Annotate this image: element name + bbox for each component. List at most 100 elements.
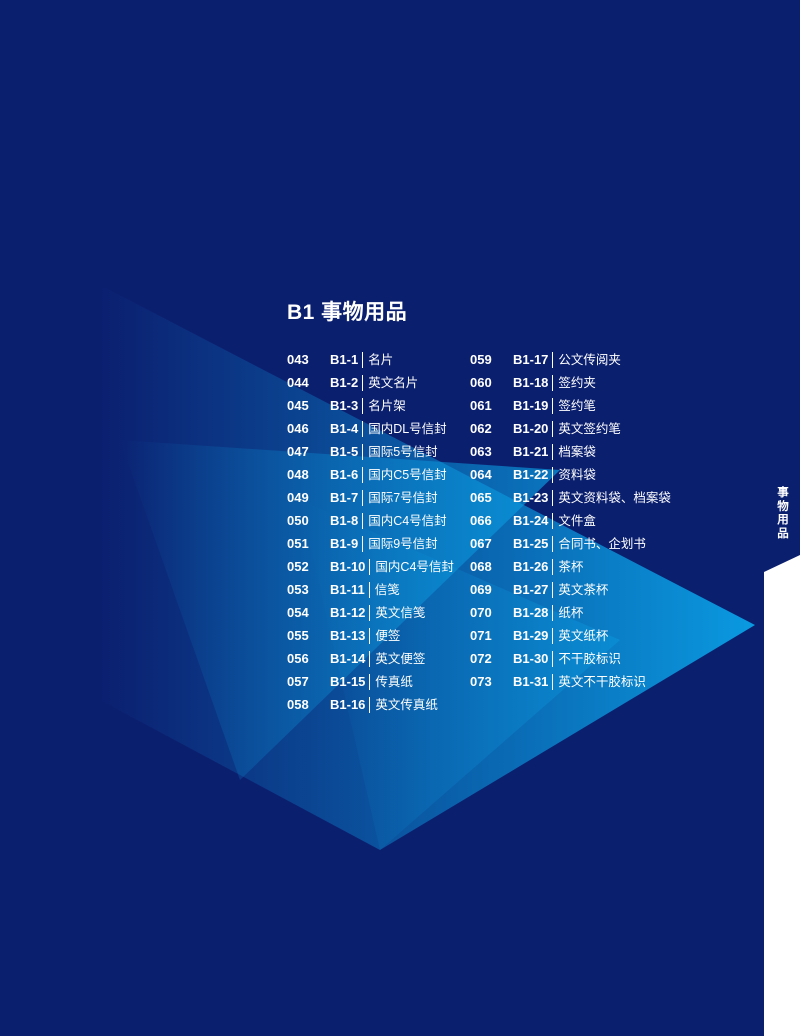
- toc-item[interactable]: 052 B1-10 国内C4号信封: [287, 555, 454, 578]
- page-number: 051: [287, 535, 309, 551]
- page-number: 055: [287, 627, 309, 643]
- item-code: B1-28: [513, 604, 549, 620]
- item-code: B1-18: [513, 374, 549, 390]
- toc-item[interactable]: 050 B1-8 国内C4号信封: [287, 509, 454, 532]
- page-number: 044: [287, 374, 309, 390]
- toc-item[interactable]: 049 B1-7 国际7号信封: [287, 486, 454, 509]
- item-code: B1-10: [330, 558, 366, 574]
- item-name: 茶杯: [558, 559, 584, 574]
- toc-item[interactable]: 053 B1-11 信笺: [287, 578, 454, 601]
- item-code: B1-4: [330, 420, 359, 436]
- item-name: 英文签约笔: [558, 421, 621, 436]
- divider: [552, 535, 554, 552]
- toc-item[interactable]: 051 B1-9 国际9号信封: [287, 532, 454, 555]
- toc-item[interactable]: 067 B1-25 合同书、企划书: [470, 532, 671, 555]
- section-title: B1 事物用品: [287, 301, 408, 324]
- divider: [552, 374, 554, 391]
- page-number: 043: [287, 351, 309, 367]
- toc-item[interactable]: 057 B1-15 传真纸: [287, 670, 454, 693]
- toc-item[interactable]: 061 B1-19 签约笔: [470, 394, 671, 417]
- divider: [552, 466, 554, 483]
- item-code: B1-9: [330, 535, 359, 551]
- page-number: 049: [287, 489, 309, 505]
- item-code: B1-24: [513, 512, 549, 528]
- item-code: B1-29: [513, 627, 549, 643]
- divider: [552, 489, 554, 506]
- item-name: 文件盒: [558, 513, 596, 528]
- toc-item[interactable]: 044 B1-2 英文名片: [287, 371, 454, 394]
- divider: [552, 650, 554, 667]
- divider: [552, 627, 554, 644]
- toc-item[interactable]: 046 B1-4 国内DL号信封: [287, 417, 454, 440]
- divider: [552, 558, 554, 575]
- item-code: B1-3: [330, 397, 359, 413]
- item-code: B1-19: [513, 397, 549, 413]
- item-name: 英文纸杯: [558, 628, 609, 643]
- item-code: B1-11: [330, 581, 365, 597]
- page-number: 046: [287, 420, 309, 436]
- item-name: 传真纸: [375, 674, 413, 689]
- toc-item[interactable]: 059 B1-17 公文传阅夹: [470, 348, 671, 371]
- item-name: 国际9号信封: [368, 536, 438, 551]
- item-code: B1-31: [513, 673, 549, 689]
- page-number: 062: [470, 420, 492, 436]
- toc-item[interactable]: 060 B1-18 签约夹: [470, 371, 671, 394]
- item-name: 国内DL号信封: [368, 421, 447, 436]
- page-number: 069: [470, 581, 492, 597]
- toc-item[interactable]: 058 B1-16 英文传真纸: [287, 693, 454, 716]
- item-name: 国际7号信封: [368, 490, 438, 505]
- toc-item[interactable]: 045 B1-3 名片架: [287, 394, 454, 417]
- item-name: 公文传阅夹: [558, 352, 621, 367]
- page-number: 058: [287, 696, 309, 712]
- divider: [369, 558, 371, 575]
- item-code: B1-12: [330, 604, 366, 620]
- toc-right-column: 059 B1-17 公文传阅夹 060 B1-18 签约夹 061 B1-19 签约笔 062 B1…: [470, 348, 671, 693]
- page-number: 072: [470, 650, 492, 666]
- toc-item[interactable]: 062 B1-20 英文签约笔: [470, 417, 671, 440]
- item-name: 不干胶标识: [558, 651, 621, 666]
- toc-item[interactable]: 056 B1-14 英文便签: [287, 647, 454, 670]
- page-number: 067: [470, 535, 492, 551]
- page-number: 056: [287, 650, 309, 666]
- divider: [552, 420, 554, 437]
- toc-item[interactable]: 068 B1-26 茶杯: [470, 555, 671, 578]
- toc-item[interactable]: 069 B1-27 英文茶杯: [470, 578, 671, 601]
- item-name: 档案袋: [558, 444, 596, 459]
- item-name: 英文信笺: [375, 605, 426, 620]
- toc-left-column: 043 B1-1 名片 044 B1-2 英文名片 045 B1-3 名片架 046 B1-4 国内D…: [287, 348, 454, 716]
- divider: [362, 374, 364, 391]
- toc-item[interactable]: 048 B1-6 国内C5号信封: [287, 463, 454, 486]
- item-code: B1-7: [330, 489, 359, 505]
- page-number: 071: [470, 627, 492, 643]
- divider: [362, 397, 364, 414]
- toc-item[interactable]: 064 B1-22 资料袋: [470, 463, 671, 486]
- item-name: 合同书、企划书: [558, 536, 646, 551]
- toc-item[interactable]: 066 B1-24 文件盒: [470, 509, 671, 532]
- item-name: 英文茶杯: [558, 582, 609, 597]
- divider: [362, 512, 364, 529]
- item-code: B1-17: [513, 351, 549, 367]
- divider: [552, 443, 554, 460]
- item-name: 英文传真纸: [375, 697, 438, 712]
- item-name: 签约笔: [558, 398, 596, 413]
- item-code: B1-5: [330, 443, 359, 459]
- toc-item[interactable]: 070 B1-28 纸杯: [470, 601, 671, 624]
- toc-item[interactable]: 065 B1-23 英文资料袋、档案袋: [470, 486, 671, 509]
- item-code: B1-16: [330, 696, 366, 712]
- toc-item[interactable]: 073 B1-31 英文不干胶标识: [470, 670, 671, 693]
- page-number: 052: [287, 558, 309, 574]
- toc-item[interactable]: 054 B1-12 英文信笺: [287, 601, 454, 624]
- divider: [369, 696, 371, 713]
- toc-item[interactable]: 047 B1-5 国际5号信封: [287, 440, 454, 463]
- toc-item[interactable]: 071 B1-29 英文纸杯: [470, 624, 671, 647]
- item-code: B1-14: [330, 650, 366, 666]
- page-number: 066: [470, 512, 492, 528]
- toc-item[interactable]: 055 B1-13 便签: [287, 624, 454, 647]
- page-number: 047: [287, 443, 309, 459]
- toc-item[interactable]: 063 B1-21 档案袋: [470, 440, 671, 463]
- page-number: 063: [470, 443, 492, 459]
- item-name: 名片: [368, 352, 394, 367]
- toc-item[interactable]: 072 B1-30 不干胶标识: [470, 647, 671, 670]
- item-code: B1-25: [513, 535, 549, 551]
- toc-item[interactable]: 043 B1-1 名片: [287, 348, 454, 371]
